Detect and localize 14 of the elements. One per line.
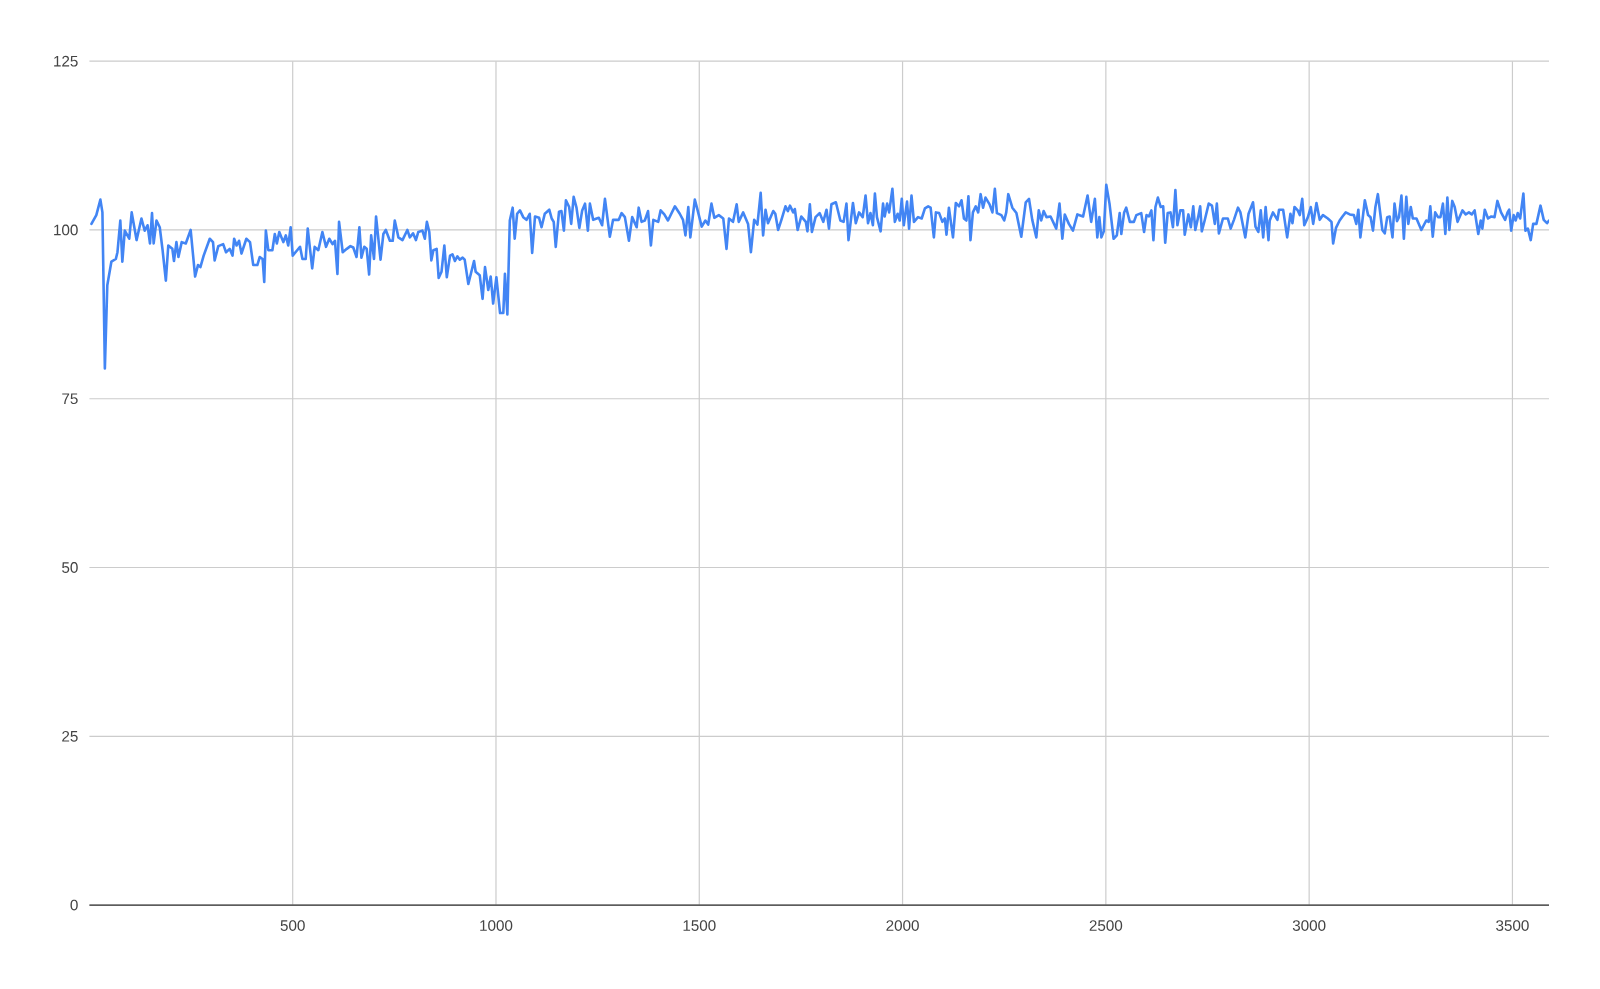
- y-tick-label: 50: [62, 562, 78, 573]
- x-tick-label: 1500: [683, 920, 716, 931]
- y-tick-label: 75: [62, 393, 78, 405]
- y-tick-label: 0: [70, 899, 78, 911]
- x-tick-label: 2000: [886, 920, 919, 931]
- y-tick-label: 25: [62, 730, 78, 742]
- x-tick-label: 500: [280, 920, 305, 931]
- y-tick-label: 100: [54, 224, 78, 236]
- line-series: [90, 183, 1550, 370]
- x-tick-label: 1000: [480, 920, 513, 931]
- y-tick-label: 125: [54, 55, 78, 67]
- x-tick-label: 3500: [1496, 920, 1529, 931]
- x-tick-label: 3000: [1292, 920, 1326, 931]
- x-tick-label: 2500: [1089, 920, 1123, 931]
